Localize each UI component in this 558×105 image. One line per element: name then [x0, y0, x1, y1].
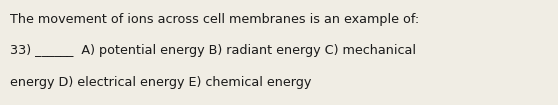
Text: 33) ______  A) potential energy B) radiant energy C) mechanical: 33) ______ A) potential energy B) radian…: [10, 44, 416, 57]
Text: The movement of ions across cell membranes is an example of:: The movement of ions across cell membran…: [10, 13, 419, 26]
Text: energy D) electrical energy E) chemical energy: energy D) electrical energy E) chemical …: [10, 76, 311, 89]
